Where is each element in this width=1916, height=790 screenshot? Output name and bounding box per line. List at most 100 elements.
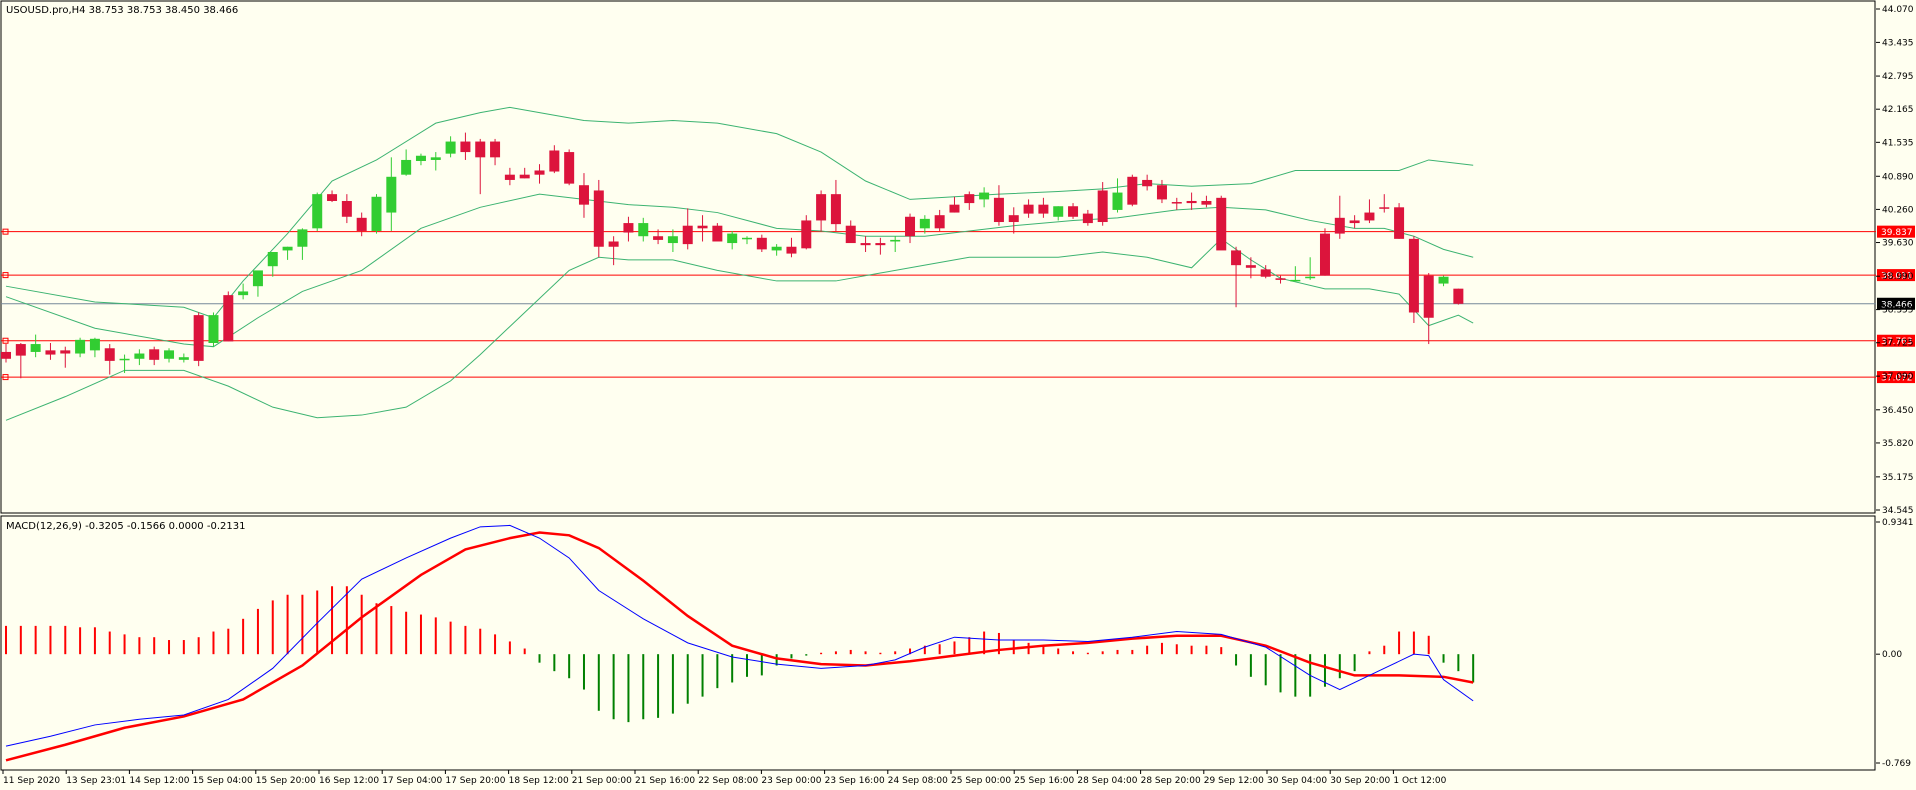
macd-header: MACD(12,26,9) -0.3205 -0.1566 0.0000 -0.… [6,521,245,532]
candle-bull [727,233,738,244]
bid-price-tag [1877,297,1915,310]
candle-bull [445,141,456,154]
candle-bear [356,217,367,231]
candles [1,132,1464,379]
candle-bear [1408,238,1419,313]
candle-bull [297,229,308,247]
time-tick-label: 23 Sep 00:00 [761,776,821,786]
candle-bear [801,220,812,249]
candle-bull [890,239,901,242]
price-tick-label: 34.545 [1882,506,1914,516]
candle-bear [1394,207,1405,239]
bollinger-upper [5,106,1474,319]
candle-bear [490,141,501,158]
time-tick-label: 11 Sep 2020 [3,776,60,786]
time-tick-label: 24 Sep 08:00 [888,776,948,786]
price-tick-label: 37.090 [1882,372,1914,382]
candle-bear [15,344,26,356]
level-handle[interactable] [2,272,9,279]
price-tick-label: 40.890 [1882,172,1914,182]
candle-bear [1379,207,1390,209]
candle-bull [178,357,189,360]
level-handle[interactable] [2,374,9,381]
candle-bull [238,291,249,296]
price-tick-label: 42.795 [1882,72,1914,82]
macd-main-line [5,524,1474,747]
candle-bear [475,141,486,158]
candle-bear [1186,200,1197,204]
candle-bull [267,252,278,267]
candle-bear [905,216,916,237]
price-tick-label: 40.260 [1882,205,1914,215]
candle-bull [1438,276,1449,284]
candle-bear [1038,204,1049,214]
candle-bear [578,185,589,205]
price-tick-label: 42.165 [1882,105,1914,115]
price-tick-label: 35.820 [1882,439,1914,449]
candle-bear [104,348,115,361]
candle-bull [638,223,649,237]
time-tick-label: 17 Sep 04:00 [382,776,442,786]
time-tick-label: 15 Sep 20:00 [256,776,316,786]
candle-bear [504,174,515,180]
candle-bear [549,150,560,172]
price-pane-frame [0,0,1876,514]
candle-bear [60,350,71,354]
level-price-label: 39.011 [1881,272,1913,282]
time-tick-label: 21 Sep 00:00 [572,776,632,786]
candle-bear [1423,275,1434,318]
candle-bear [786,246,797,254]
candle-bull [771,246,782,251]
time-tick-label: 17 Sep 20:00 [445,776,505,786]
candle-bear [1216,197,1227,251]
time-tick-label: 15 Sep 04:00 [193,776,253,786]
level-price-label: 39.837 [1881,228,1913,238]
candle-bear [1142,179,1153,187]
candle-bull [415,155,426,162]
time-tick-label: 21 Sep 16:00 [635,776,695,786]
time-tick-label: 14 Sep 12:00 [129,776,189,786]
macd-axis: 0.9341 0.00 -0.769 [1876,518,1914,769]
candle-bear [564,152,575,184]
candle-bull [371,196,382,231]
candle-bear [519,174,530,179]
candle-bull [386,176,397,213]
price-tick-label: 43.435 [1882,38,1914,48]
candle-bear [341,200,352,217]
candle-bear [193,315,204,361]
price-tick-label: 35.175 [1882,473,1914,483]
candle-bear [45,350,56,355]
candle-bull [164,350,175,359]
candle-bull [282,246,293,251]
candle-bull [979,192,990,200]
price-tick-label: 41.535 [1882,138,1914,148]
level-handle[interactable] [2,228,9,235]
time-tick-label: 25 Sep 16:00 [1014,776,1074,786]
price-tick-label: 37.725 [1882,339,1914,349]
time-tick-label: 16 Sep 12:00 [319,776,379,786]
candle-bear [964,194,975,204]
candle-bull [667,236,678,244]
candle-bear [1097,190,1108,223]
candle-bull [1305,276,1316,279]
level-price-label: 37.763 [1881,337,1913,347]
price-tick-label: 36.450 [1882,406,1914,416]
candle-bull [252,270,263,287]
candle-bull [919,218,930,229]
candle-bear [1231,250,1242,266]
time-tick-label: 22 Sep 08:00 [698,776,758,786]
candle-bull [119,358,130,361]
level-handle[interactable] [2,337,9,344]
candle-bear [816,194,827,221]
candle-bull [30,344,41,352]
price-tick-label: 38.355 [1882,306,1914,316]
candle-bear [949,204,960,213]
candle-bear [1156,185,1167,200]
candle-bear [149,349,160,360]
candle-bear [327,194,338,201]
candle-bear [845,225,856,244]
candle-bull [134,353,145,359]
